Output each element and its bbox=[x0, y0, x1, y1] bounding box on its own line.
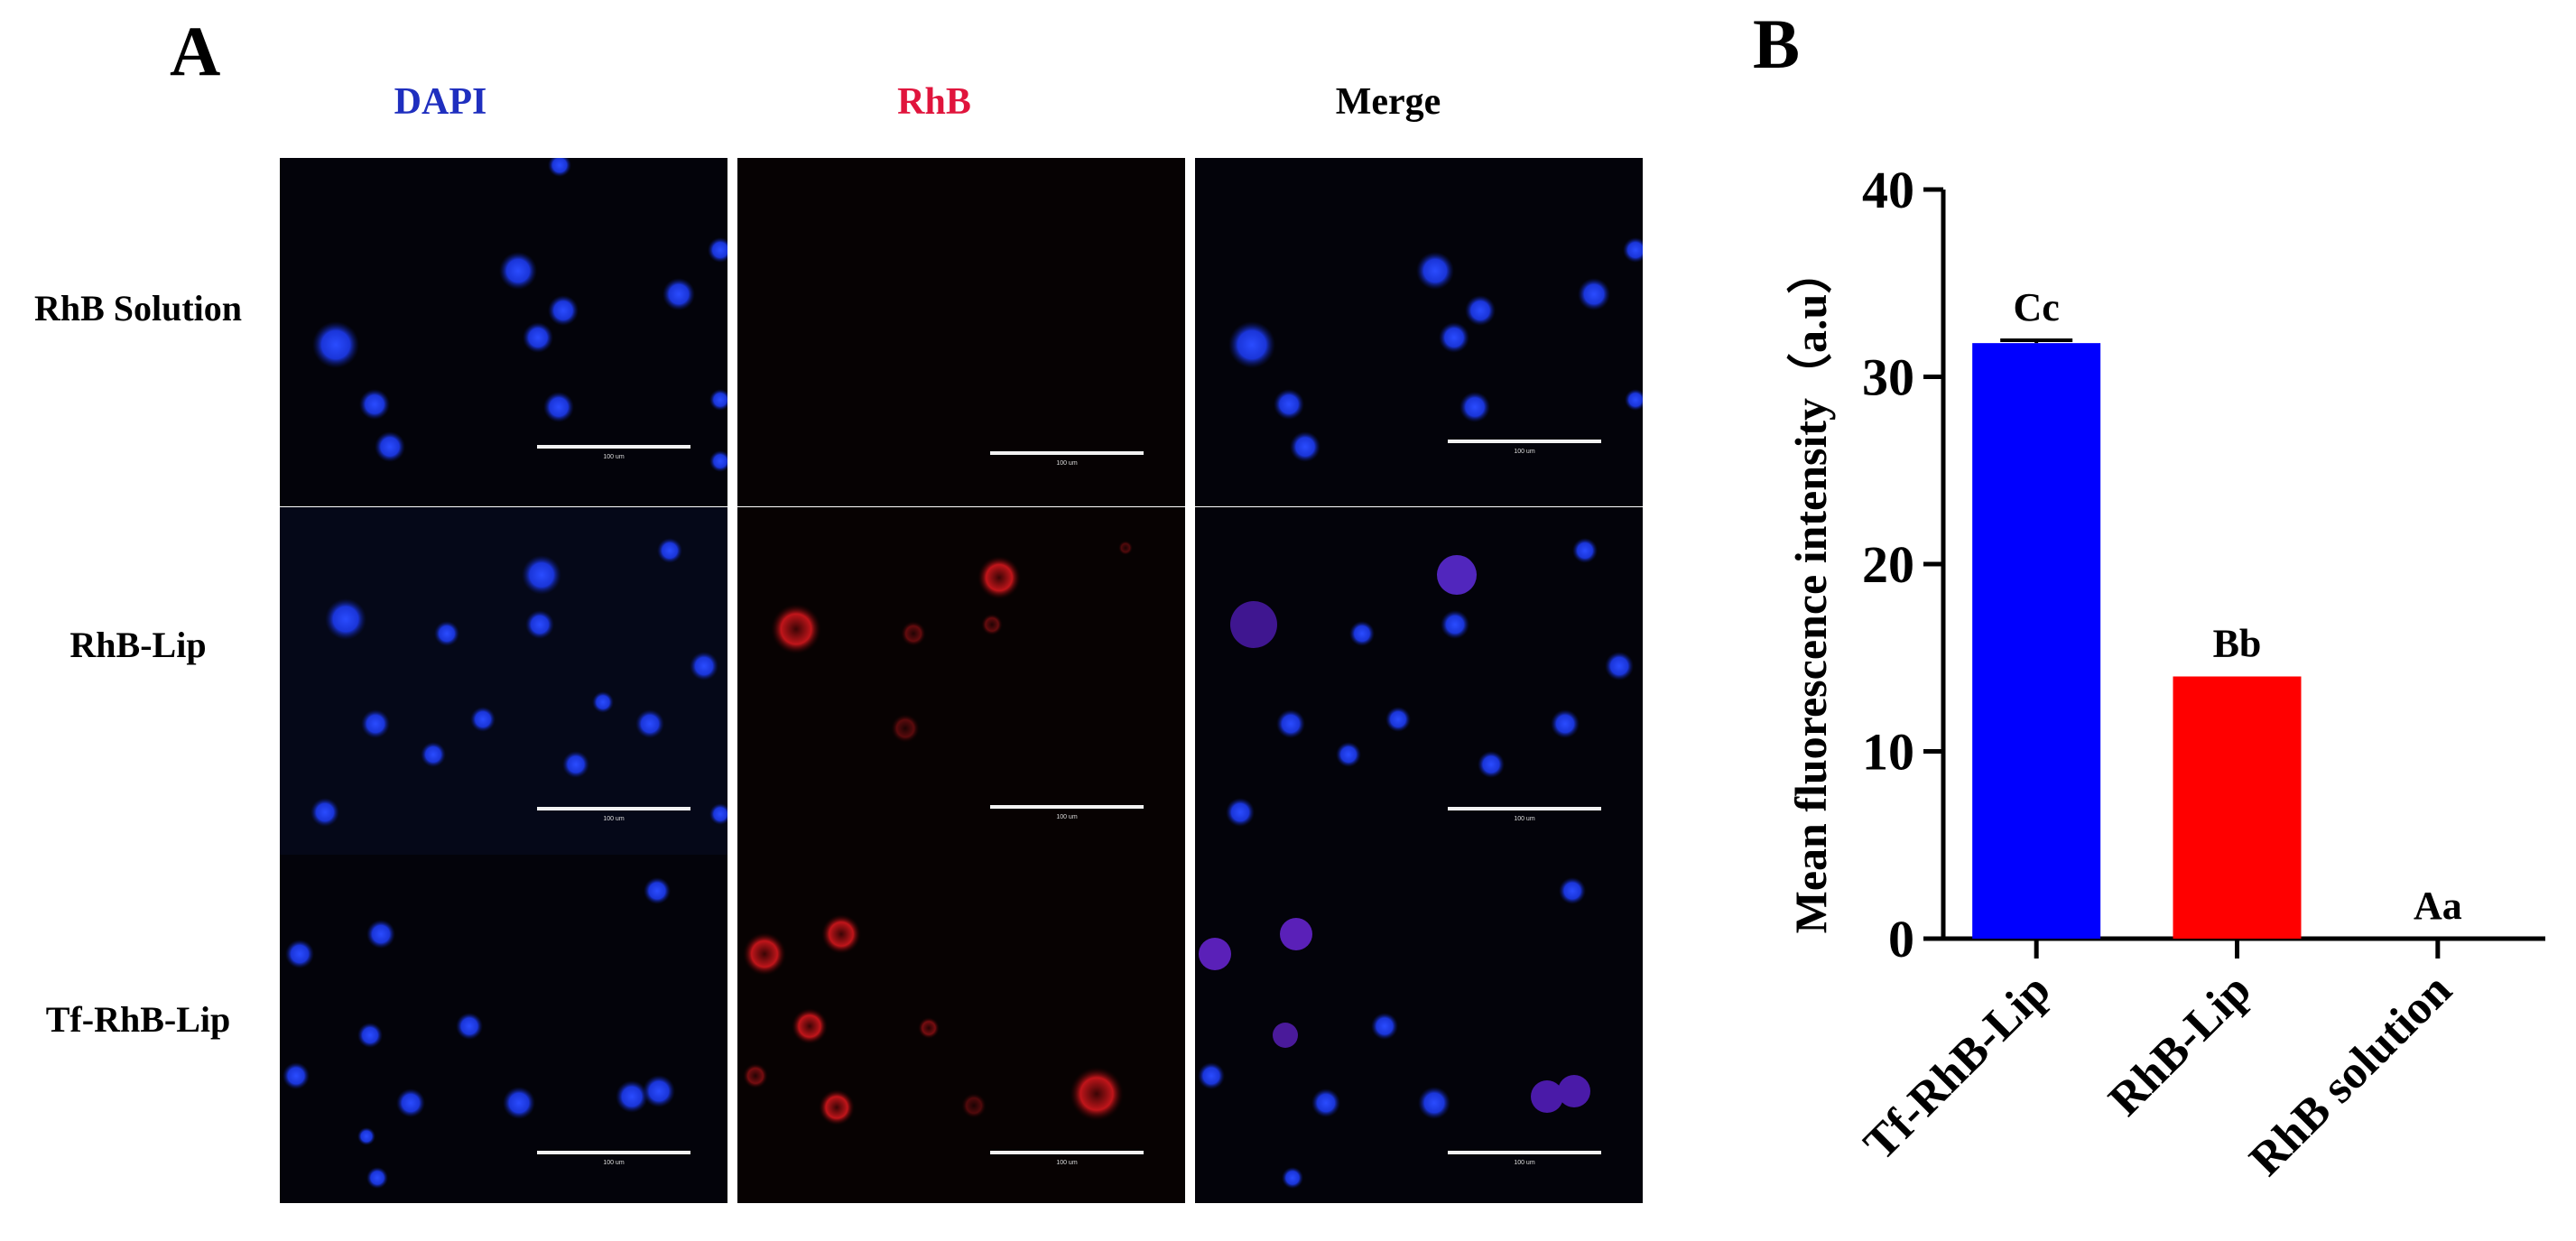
bar-annotation: Aa bbox=[2414, 884, 2462, 928]
panel-a-label: A bbox=[170, 12, 221, 90]
panel-b-label: B bbox=[1753, 5, 1801, 83]
merge-image bbox=[1226, 538, 1634, 827]
column-header-rhb: RhB bbox=[897, 81, 971, 123]
rhb-fluorescence-image bbox=[743, 914, 1124, 1125]
column-header-merge: Merge bbox=[1335, 81, 1441, 123]
scale-bar-label: 100 um bbox=[1056, 1160, 1078, 1166]
micrograph-rhb-solution-dapi: 100 um bbox=[280, 158, 727, 506]
y-axis-title: Mean fluorescence intensity（a.u） bbox=[1785, 249, 1836, 934]
scale-bar bbox=[990, 805, 1144, 809]
scale-bar bbox=[537, 807, 690, 810]
y-tick-label: 40 bbox=[1862, 161, 1914, 219]
fluorescence-bar-chart: 0 10 20 30 40 Mean fluorescence intensity（a.u… bbox=[1785, 161, 2545, 1186]
scale-bar-label: 100 um bbox=[1056, 814, 1078, 820]
chart-bars bbox=[1972, 338, 2302, 939]
scale-bar bbox=[1448, 807, 1601, 810]
micrograph-rhb-lip-rhb: 100 um bbox=[737, 507, 1185, 856]
micrograph-rhb-lip-merge: 100 um bbox=[1195, 507, 1643, 856]
bar-annotation: Bb bbox=[2213, 622, 2262, 666]
dapi-nuclei-image bbox=[283, 877, 675, 1189]
column-header-dapi: DAPI bbox=[394, 81, 487, 123]
scale-bar-label: 100 um bbox=[1514, 816, 1535, 822]
scale-bar-label: 100 um bbox=[603, 1160, 625, 1166]
bar-annotation: Cc bbox=[2014, 285, 2060, 329]
dapi-nuclei-image bbox=[310, 538, 727, 827]
dapi-nuclei-image bbox=[312, 158, 727, 472]
micrograph-rhb-solution-rhb: 100 um bbox=[737, 158, 1185, 506]
bar bbox=[2173, 676, 2302, 939]
row-header-rhb-solution: RhB Solution bbox=[33, 288, 243, 329]
scale-bar bbox=[1448, 440, 1601, 443]
merge-image bbox=[1198, 877, 1590, 1189]
scale-bar-label: 100 um bbox=[1056, 460, 1078, 467]
x-tick-label: RhB solution bbox=[2240, 964, 2462, 1186]
scale-bar-label: 100 um bbox=[1514, 449, 1535, 455]
row-header-rhb-lip: RhB-Lip bbox=[69, 625, 207, 665]
merge-image bbox=[1228, 237, 1643, 462]
rhb-fluorescence-image bbox=[771, 541, 1133, 743]
y-tick-label: 0 bbox=[1888, 910, 1914, 968]
scale-bar bbox=[537, 445, 690, 449]
bar bbox=[1972, 343, 2101, 939]
scale-bar-label: 100 um bbox=[603, 454, 625, 460]
micrograph-tf-rhb-lip-rhb: 100 um bbox=[737, 855, 1185, 1203]
micrograph-rhb-solution-merge: 100 um bbox=[1195, 158, 1643, 506]
scale-bar bbox=[1448, 1151, 1601, 1154]
micrograph-tf-rhb-lip-dapi: 100 um bbox=[280, 855, 727, 1203]
row-header-tf-rhb-lip: Tf-RhB-Lip bbox=[45, 999, 231, 1040]
scale-bar-label: 100 um bbox=[1514, 1160, 1535, 1166]
micrograph-tf-rhb-lip-merge: 100 um bbox=[1195, 855, 1643, 1203]
scale-bar bbox=[990, 1151, 1144, 1154]
x-tick-label: Tf-RhB-Lip bbox=[1854, 964, 2060, 1170]
y-tick-label: 30 bbox=[1862, 348, 1914, 407]
scale-bar bbox=[990, 451, 1144, 455]
chart-axes: 0 10 20 30 40 Mean fluorescence intensity（a.u… bbox=[1785, 161, 2545, 968]
scale-bar bbox=[537, 1151, 690, 1154]
scale-bar-label: 100 um bbox=[603, 816, 625, 822]
x-tick-label: RhB-Lip bbox=[2099, 964, 2261, 1125]
y-tick-label: 10 bbox=[1862, 723, 1914, 782]
y-tick-label: 20 bbox=[1862, 535, 1914, 594]
micrograph-rhb-lip-dapi: 100 um bbox=[280, 507, 727, 856]
